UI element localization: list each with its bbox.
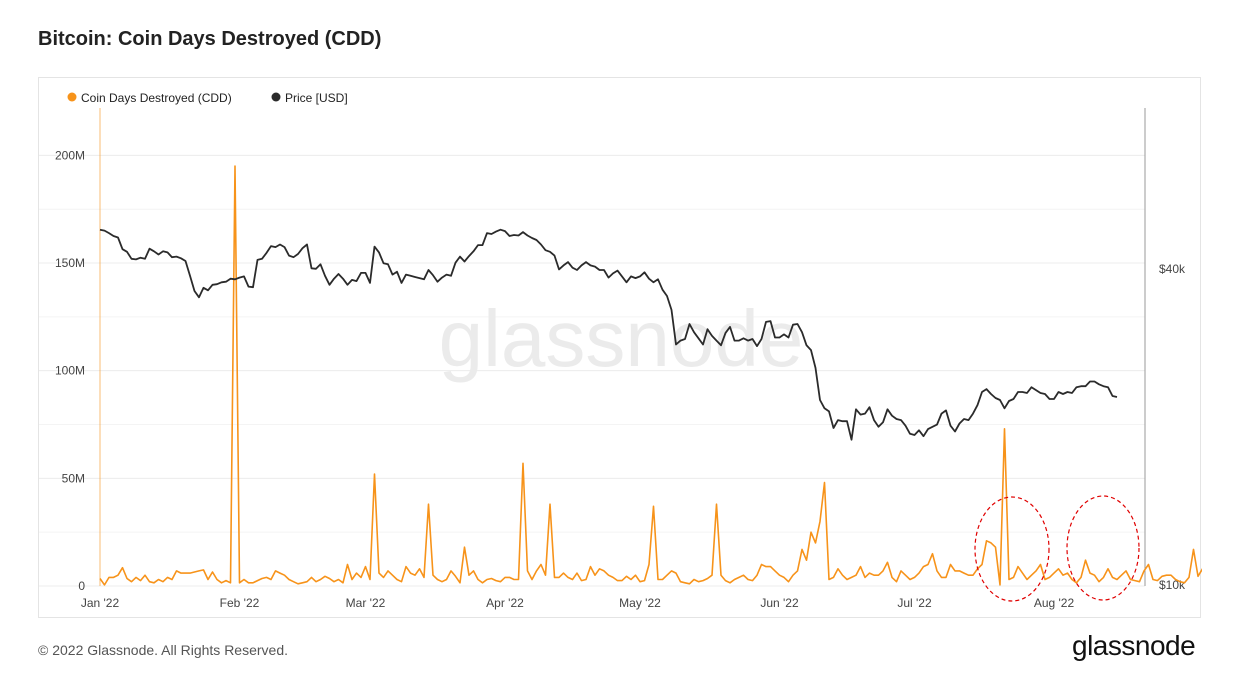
y-right-tick-label: $10k (1159, 578, 1186, 592)
series-layer (99, 165, 1202, 586)
x-tick-label: Jul '22 (897, 596, 932, 610)
x-tick-label: Mar '22 (346, 596, 386, 610)
x-tick-label: Feb '22 (220, 596, 260, 610)
x-tick-label: May '22 (619, 596, 661, 610)
legend-label-cdd[interactable]: Coin Days Destroyed (CDD) (81, 91, 232, 105)
highlight-circle-july (974, 496, 1050, 602)
legend-label-price[interactable]: Price [USD] (285, 91, 348, 105)
highlight-circle-august (1066, 495, 1140, 601)
y-left-tick-label: 100M (55, 364, 85, 378)
series-line-price[interactable] (99, 228, 1118, 441)
brand-logo[interactable]: glassnode (1072, 630, 1196, 661)
y-left-tick-label: 0 (78, 579, 85, 593)
cdd-price-chart[interactable]: glassnode Coin Days Destroyed (CDD) Pric… (39, 78, 1202, 619)
y-left-tick-label: 150M (55, 256, 85, 270)
x-tick-label: Aug '22 (1034, 596, 1075, 610)
x-tick-label: Jun '22 (760, 596, 799, 610)
annotations (974, 495, 1140, 602)
chart-panel: glassnode Coin Days Destroyed (CDD) Pric… (38, 77, 1202, 619)
copyright: © 2022 Glassnode. All Rights Reserved. (38, 642, 289, 658)
grid (39, 154, 1145, 587)
legend: Coin Days Destroyed (CDD) Price [USD] (67, 91, 348, 105)
series-line-cdd[interactable] (99, 165, 1202, 586)
y-left-tick-label: 200M (55, 148, 85, 162)
legend-dot-cdd (67, 92, 77, 102)
x-tick-label: Apr '22 (486, 596, 524, 610)
y-left-tick-label: 50M (62, 471, 85, 485)
legend-dot-price (271, 92, 281, 102)
watermark: glassnode (439, 294, 804, 383)
x-tick-label: Jan '22 (81, 596, 120, 610)
chart-title: Bitcoin: Coin Days Destroyed (CDD) (38, 28, 382, 50)
axes: 0 50M 100M 150M 200M $10k $40k Jan '22 Feb '22 Ma… (55, 108, 1186, 610)
y-right-tick-label: $40k (1159, 262, 1186, 276)
